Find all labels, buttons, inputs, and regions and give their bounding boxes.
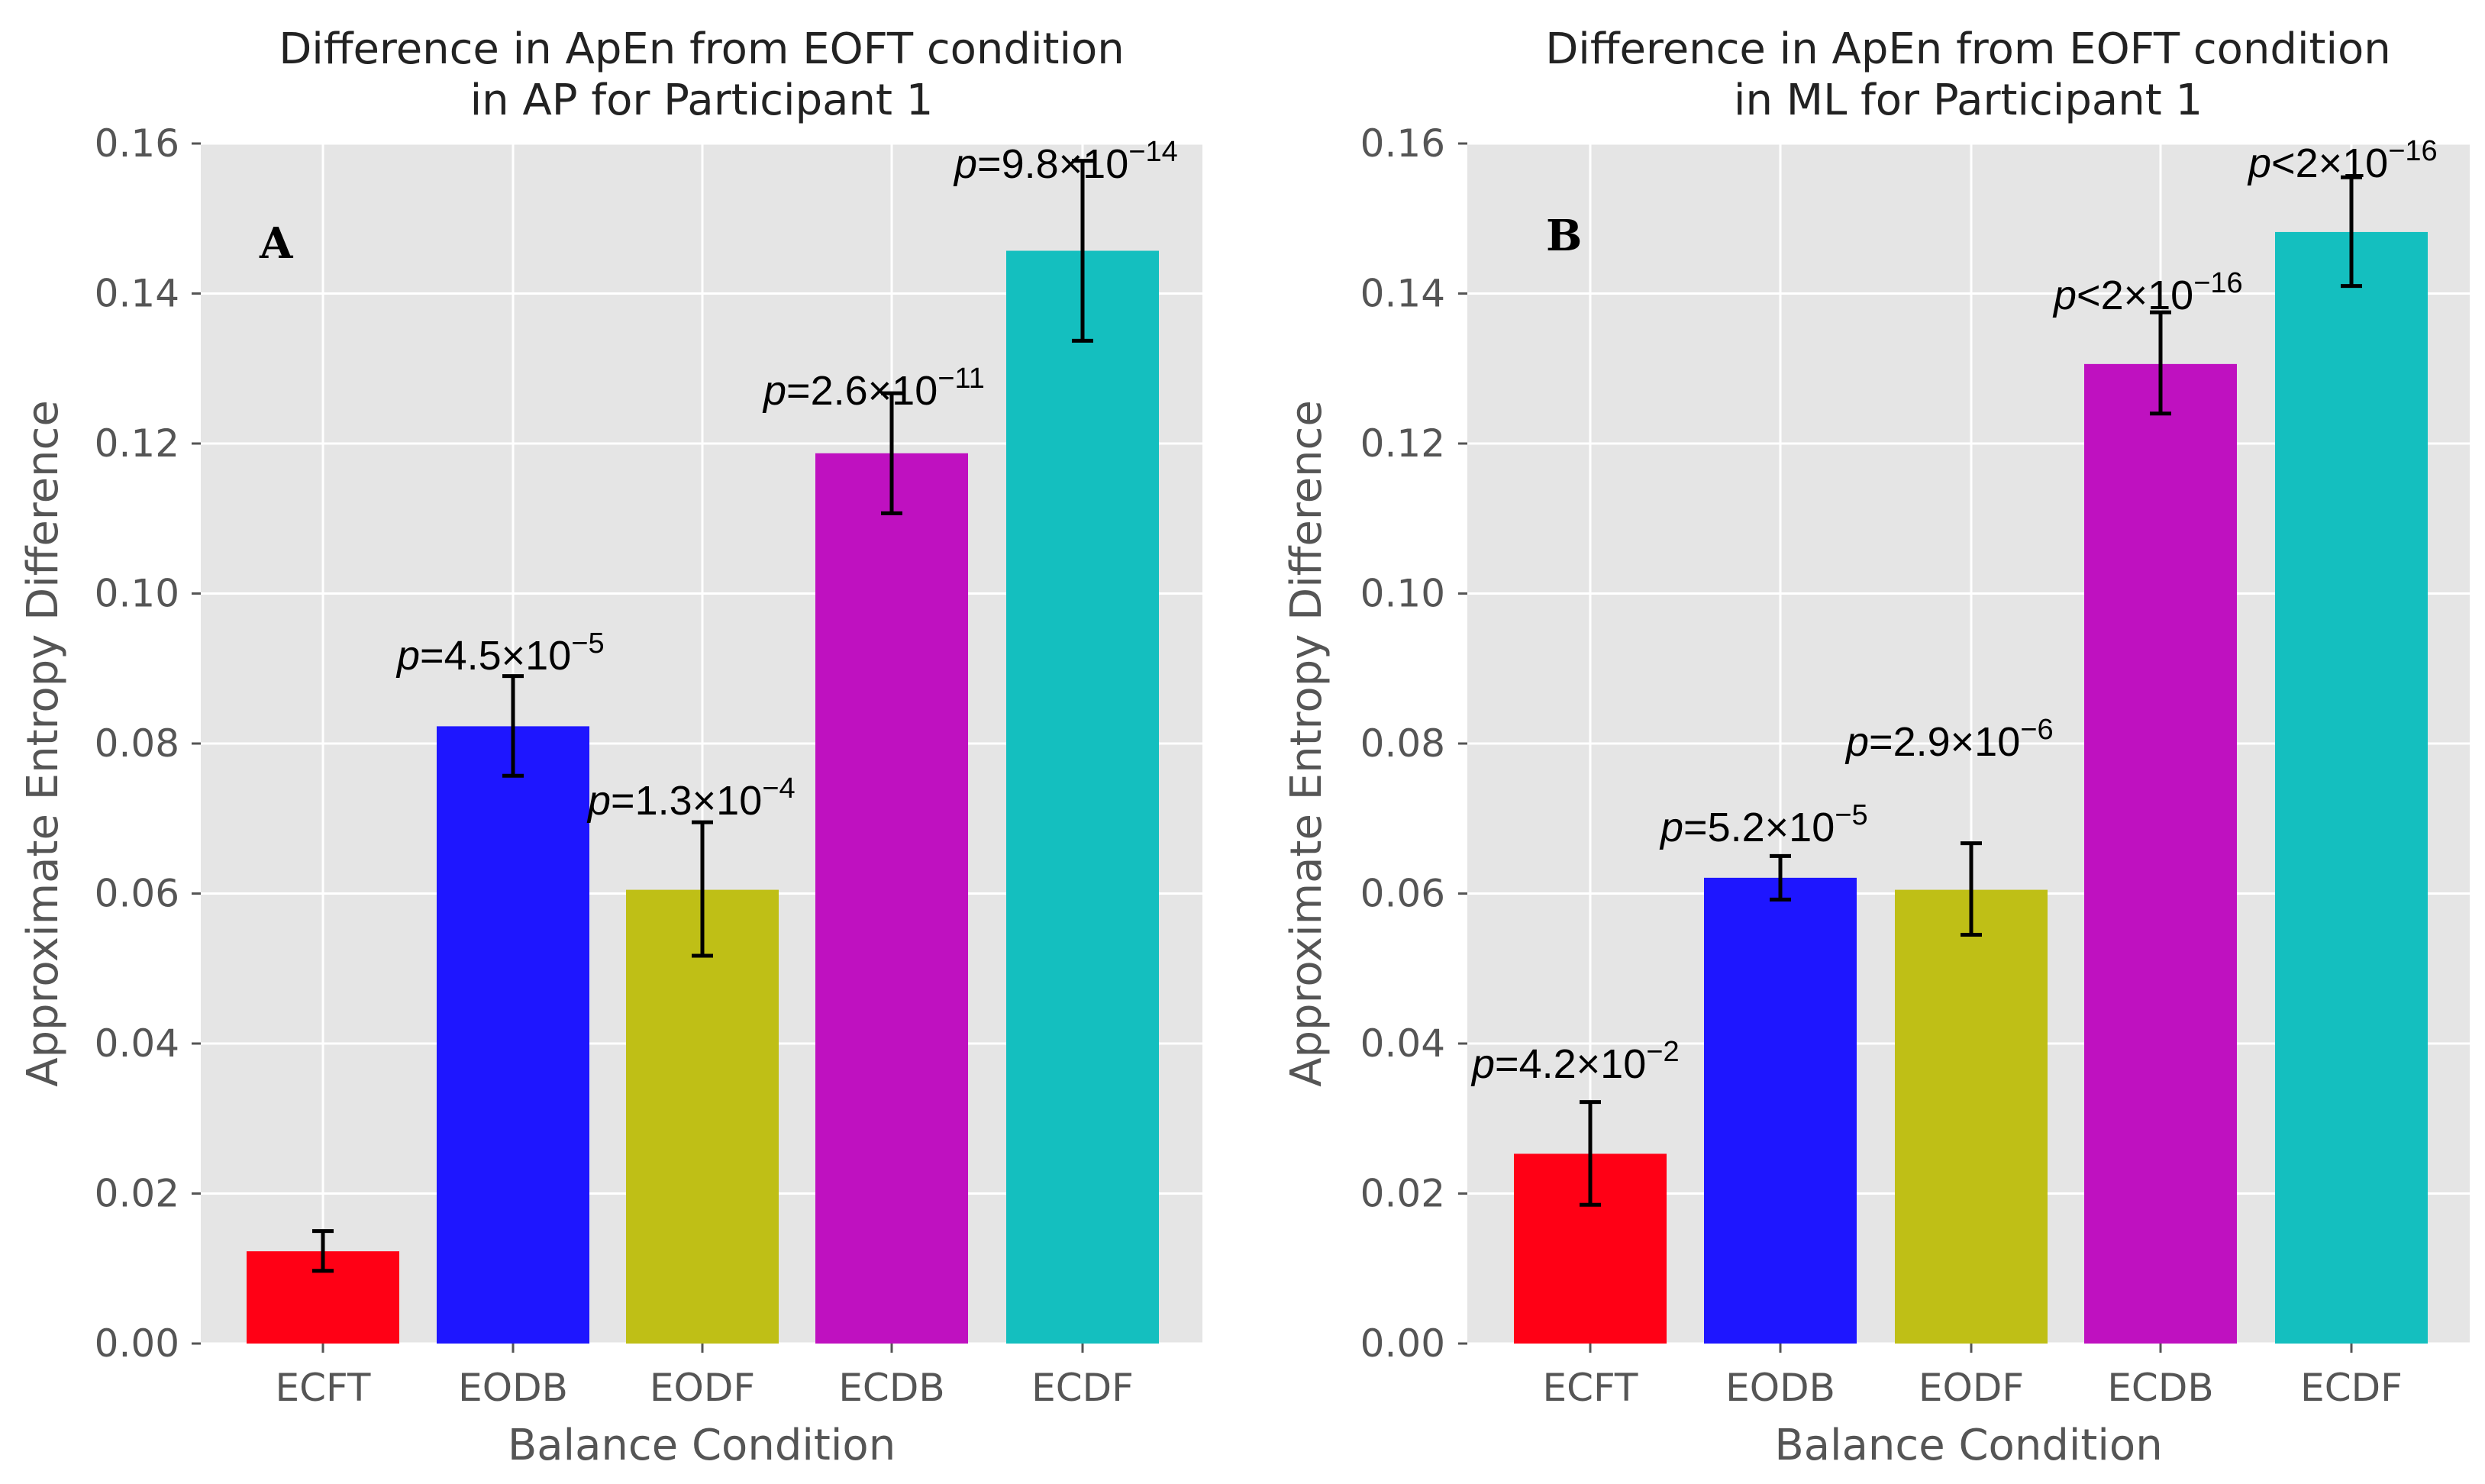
p-value-annotation: p=2.9×10−6 bbox=[1844, 714, 2054, 765]
y-tick-label: 0.16 bbox=[1360, 121, 1445, 166]
x-tick-label: ECFT bbox=[276, 1366, 371, 1410]
panel-letter: B bbox=[1546, 211, 1582, 261]
x-tick-label: ECDF bbox=[2300, 1366, 2403, 1410]
y-tick-label: 0.10 bbox=[95, 572, 179, 616]
x-tick-label: EODF bbox=[1919, 1366, 2024, 1410]
bar-eodf bbox=[1895, 889, 2048, 1344]
panel-a: 0.00 0.02 0.04 0.06 0.08 0.10 0.12 0.14 0.16 ECFT… bbox=[18, 24, 1202, 1470]
x-axis-label: Balance Condition bbox=[1774, 1421, 2162, 1470]
y-tick-label: 0.02 bbox=[95, 1172, 179, 1216]
bar-eodb bbox=[437, 726, 589, 1344]
x-tick-label: ECFT bbox=[1543, 1366, 1638, 1410]
x-tick-label: ECDB bbox=[838, 1366, 944, 1410]
p-value-annotation: p=1.3×10−4 bbox=[586, 773, 796, 824]
x-tick-label: EODB bbox=[1725, 1366, 1835, 1410]
chart-title-line-1: Difference in ApEn from EOFT condition bbox=[1545, 24, 2391, 74]
y-tick-label: 0.00 bbox=[1360, 1321, 1445, 1366]
panel-b: 0.00 0.02 0.04 0.06 0.08 0.10 0.12 0.14 0.16 ECFT… bbox=[1282, 24, 2470, 1470]
y-tick-label: 0.02 bbox=[1360, 1172, 1445, 1216]
x-tick-label: ECDF bbox=[1031, 1366, 1134, 1410]
bar-ecdb bbox=[2084, 363, 2237, 1344]
x-tick-label: EODF bbox=[650, 1366, 755, 1410]
x-tick-label: EODB bbox=[458, 1366, 568, 1410]
x-tick-label: ECDB bbox=[2107, 1366, 2213, 1410]
y-tick-label: 0.12 bbox=[1360, 421, 1445, 466]
y-tick-label: 0.04 bbox=[95, 1021, 179, 1066]
y-tick-label: 0.06 bbox=[1360, 872, 1445, 916]
y-tick-label: 0.00 bbox=[95, 1321, 179, 1366]
p-value-annotation: p<2×10−16 bbox=[2052, 267, 2243, 318]
y-tick-label: 0.14 bbox=[95, 272, 179, 316]
y-tick-label: 0.08 bbox=[1360, 721, 1445, 766]
bar-eodb bbox=[1704, 877, 1857, 1344]
p-value-annotation: p=2.6×10−11 bbox=[762, 363, 985, 414]
y-tick-label: 0.06 bbox=[95, 872, 179, 916]
x-axis-label: Balance Condition bbox=[508, 1421, 896, 1470]
p-value-annotation: p<2×10−16 bbox=[2247, 135, 2438, 186]
p-value-annotation: p=9.8×10−14 bbox=[953, 136, 1178, 187]
y-tick-label: 0.08 bbox=[95, 721, 179, 766]
y-axis-label: Approximate Entropy Difference bbox=[18, 400, 68, 1087]
p-value-annotation: p=4.5×10−5 bbox=[395, 627, 605, 679]
y-axis-label: Approximate Entropy Difference bbox=[1282, 400, 1331, 1087]
chart-title-line-2: in AP for Participant 1 bbox=[470, 76, 934, 125]
y-tick-label: 0.14 bbox=[1360, 272, 1445, 316]
p-value-annotation: p=5.2×10−5 bbox=[1659, 799, 1868, 850]
y-tick-label: 0.12 bbox=[95, 421, 179, 466]
panel-letter: A bbox=[259, 218, 294, 269]
chart-title-line-2: in ML for Participant 1 bbox=[1734, 76, 2203, 125]
y-tick-label: 0.10 bbox=[1360, 572, 1445, 616]
bar-eodf bbox=[626, 889, 779, 1344]
p-value-annotation: p=4.2×10−2 bbox=[1470, 1036, 1680, 1087]
y-tick-label: 0.04 bbox=[1360, 1021, 1445, 1066]
bar-ecdf bbox=[2275, 231, 2428, 1344]
chart-title-line-1: Difference in ApEn from EOFT condition bbox=[279, 24, 1125, 74]
y-tick-label: 0.16 bbox=[95, 121, 179, 166]
bar-ecdb bbox=[815, 453, 968, 1344]
bar-ecdf bbox=[1006, 250, 1159, 1344]
